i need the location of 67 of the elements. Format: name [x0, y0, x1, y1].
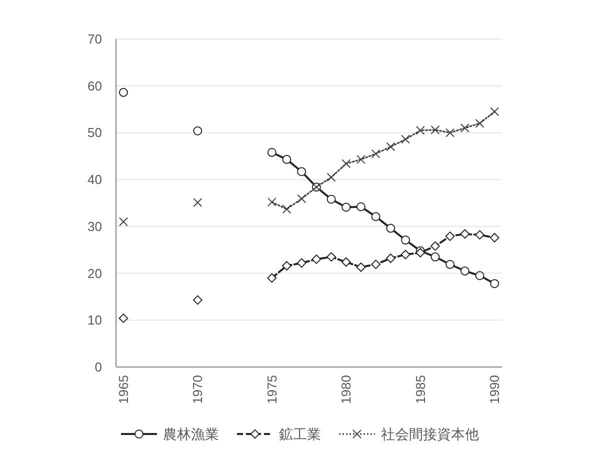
point	[401, 134, 410, 144]
point	[445, 232, 455, 241]
point	[386, 142, 396, 152]
point	[371, 260, 381, 270]
point	[386, 224, 396, 233]
point	[312, 254, 322, 264]
y-tick-label: 60	[88, 78, 102, 94]
point	[386, 254, 396, 263]
point	[475, 230, 484, 240]
point	[282, 154, 292, 164]
point	[400, 250, 410, 260]
point	[416, 126, 425, 135]
point	[490, 107, 500, 116]
point	[490, 279, 500, 288]
point	[297, 167, 306, 176]
legend-label: 鉱工業	[279, 426, 321, 442]
y-tick-label: 40	[88, 172, 102, 188]
x-tick-label: 1975	[264, 375, 280, 404]
point	[118, 217, 128, 226]
point	[446, 128, 455, 138]
point	[267, 273, 277, 283]
x-tick-label: 1965	[116, 375, 131, 404]
point	[460, 229, 470, 239]
y-tick-label: 0	[94, 360, 102, 374]
point	[371, 212, 380, 222]
point	[267, 148, 276, 157]
point	[430, 241, 440, 251]
x-tick-label: 1980	[338, 375, 354, 404]
point	[356, 154, 366, 164]
y-tick-label: 20	[88, 266, 102, 281]
x-tick-label: 1990	[487, 375, 502, 404]
point	[118, 314, 128, 323]
x-tick-label: 1985	[412, 375, 428, 404]
y-tick-label: 10	[88, 312, 102, 328]
point	[282, 204, 292, 214]
point	[460, 266, 470, 276]
point	[356, 262, 366, 272]
y-tick-label: 50	[88, 125, 102, 140]
point	[326, 252, 336, 262]
point	[401, 236, 410, 245]
point	[296, 258, 306, 268]
point	[326, 172, 336, 182]
point	[430, 252, 440, 262]
point	[356, 202, 366, 212]
point	[118, 88, 128, 97]
point	[460, 124, 470, 133]
point	[446, 260, 455, 269]
point	[342, 159, 351, 168]
y-tick-label: 30	[88, 218, 102, 234]
point	[297, 194, 306, 204]
point	[430, 125, 440, 134]
legend-label: 社会間接資本他	[381, 426, 479, 442]
point	[475, 271, 484, 280]
point	[282, 261, 292, 270]
point	[326, 194, 336, 204]
legend-label: 農林漁業	[163, 426, 219, 442]
point	[192, 295, 202, 305]
point	[193, 198, 202, 208]
point	[371, 149, 380, 158]
point	[342, 202, 351, 212]
point	[490, 232, 500, 242]
y-tick-label: 70	[88, 32, 102, 46]
point	[475, 118, 484, 128]
x-tick-label: 1970	[190, 375, 206, 404]
point	[341, 257, 351, 267]
point	[193, 126, 202, 136]
point	[267, 198, 276, 207]
